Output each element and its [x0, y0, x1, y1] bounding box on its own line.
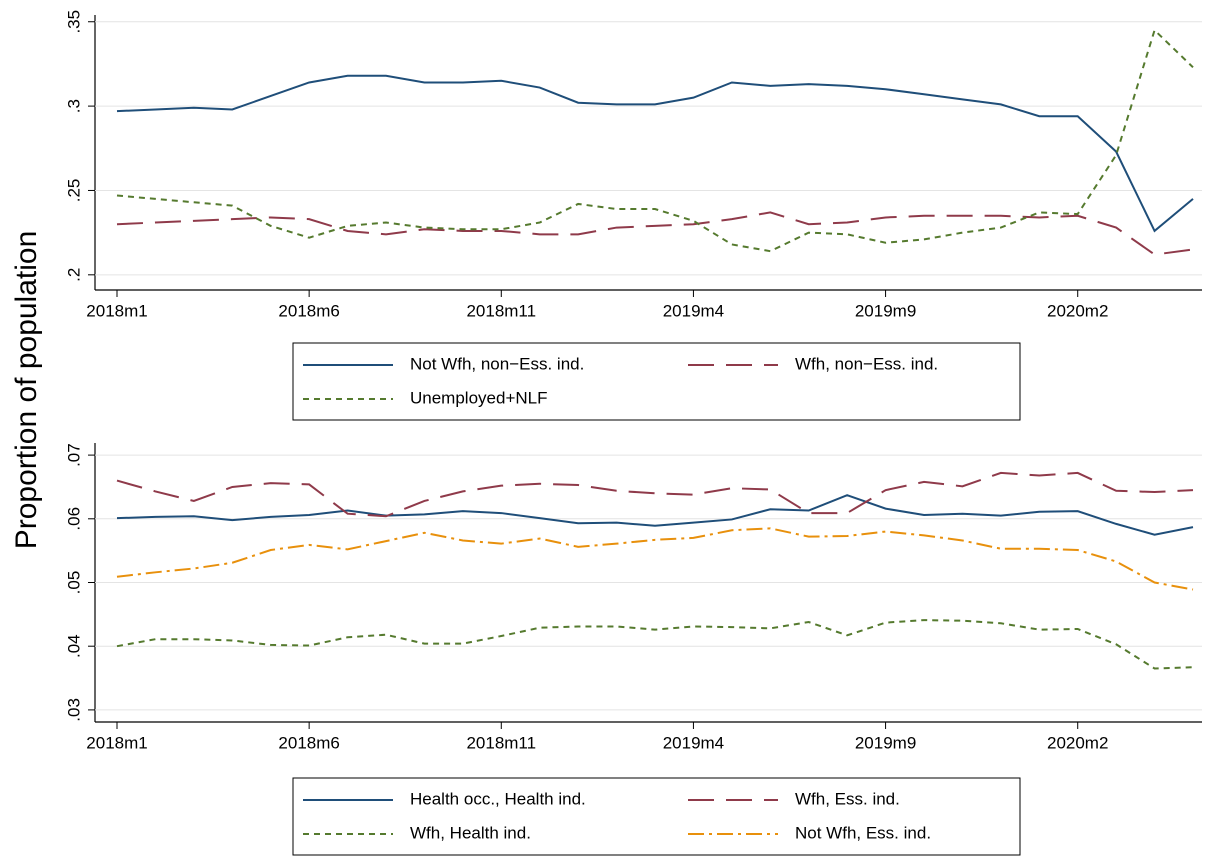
y-tick-label: .25: [64, 179, 83, 203]
series-line: [116, 28, 1194, 253]
x-tick-label: 2018m1: [86, 301, 147, 320]
x-tick-label: 2018m1: [86, 733, 147, 752]
x-tick-label: 2020m2: [1047, 733, 1108, 752]
legend-label: Not Wfh, non−Ess. ind.: [410, 354, 584, 373]
y-tick-label: .03: [64, 698, 83, 722]
y-tick-label: .04: [64, 634, 83, 658]
y-tick-label: .05: [64, 571, 83, 595]
series-line: [116, 527, 1194, 591]
y-tick-label: .06: [64, 507, 83, 531]
x-tick-label: 2018m6: [278, 301, 339, 320]
x-tick-label: 2020m2: [1047, 301, 1108, 320]
x-tick-label: 2019m9: [855, 733, 916, 752]
legend-label: Wfh, Health ind.: [410, 823, 531, 842]
x-tick-label: 2018m11: [466, 301, 536, 320]
x-tick-label: 2019m9: [855, 301, 916, 320]
legend-label: Wfh, non−Ess. ind.: [795, 354, 938, 373]
legend-label: Health occ., Health ind.: [410, 789, 586, 808]
series-line: [116, 494, 1194, 536]
y-axis-label: Proportion of population: [10, 231, 43, 550]
series-line: [116, 211, 1194, 256]
y-tick-label: .3: [64, 99, 83, 113]
x-tick-label: 2019m4: [663, 301, 724, 320]
x-tick-label: 2019m4: [663, 733, 724, 752]
legend-box: [292, 777, 1021, 856]
series-line: [116, 619, 1194, 670]
legend-box: [292, 342, 1021, 421]
legend-label: Not Wfh, Ess. ind.: [795, 823, 931, 842]
y-tick-label: .07: [64, 443, 83, 467]
x-tick-label: 2018m6: [278, 733, 339, 752]
y-tick-label: .35: [64, 10, 83, 34]
x-tick-label: 2018m11: [466, 733, 536, 752]
y-tick-label: .2: [64, 268, 83, 282]
series-line: [116, 74, 1194, 233]
legend-label: Wfh, Ess. ind.: [795, 789, 900, 808]
series-line: [116, 471, 1194, 518]
legend-label: Unemployed+NLF: [410, 388, 548, 407]
